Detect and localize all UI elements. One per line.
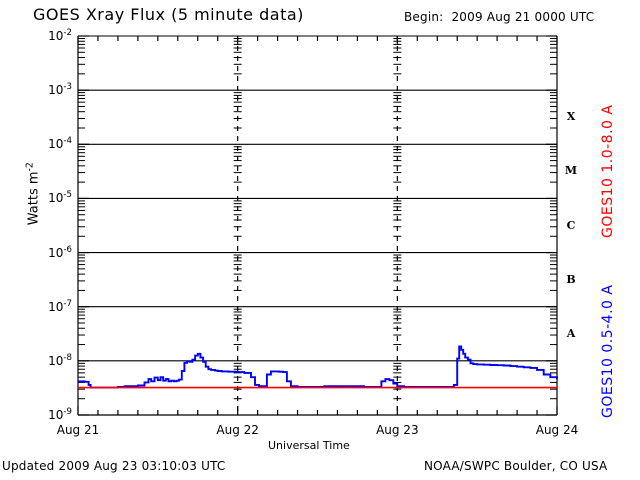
x-axis-label: Universal Time bbox=[268, 439, 350, 452]
y-tick-label: 10-7 bbox=[48, 298, 72, 314]
y-tick-label: 10-8 bbox=[48, 352, 72, 368]
x-tick-label: Aug 24 bbox=[535, 423, 579, 437]
y-tick-label: 10-4 bbox=[48, 136, 72, 152]
x-tick-label: Aug 22 bbox=[216, 423, 259, 437]
x-tick-label: Aug 23 bbox=[376, 423, 419, 437]
flare-class-b: B bbox=[566, 272, 576, 286]
flare-class-x: X bbox=[566, 110, 576, 124]
begin-time-label: Begin: 2009 Aug 21 0000 UTC bbox=[404, 10, 595, 24]
x-tick-label: Aug 21 bbox=[56, 423, 100, 437]
y-tick-label: 10-3 bbox=[48, 82, 72, 98]
chart-title: GOES Xray Flux (5 minute data) bbox=[33, 5, 304, 24]
y-tick-label: 10-5 bbox=[48, 190, 72, 206]
source-credit: NOAA/SWPC Boulder, CO USA bbox=[424, 459, 608, 473]
y-tick-label: 10-6 bbox=[48, 244, 72, 260]
flare-class-a: A bbox=[566, 326, 576, 340]
flare-class-c: C bbox=[566, 218, 576, 232]
y-tick-label: 10-2 bbox=[48, 28, 72, 43]
flare-class-m: M bbox=[564, 164, 578, 178]
updated-timestamp: Updated 2009 Aug 23 03:10:03 UTC bbox=[2, 459, 226, 473]
y-tick-label: 10-9 bbox=[48, 407, 72, 422]
